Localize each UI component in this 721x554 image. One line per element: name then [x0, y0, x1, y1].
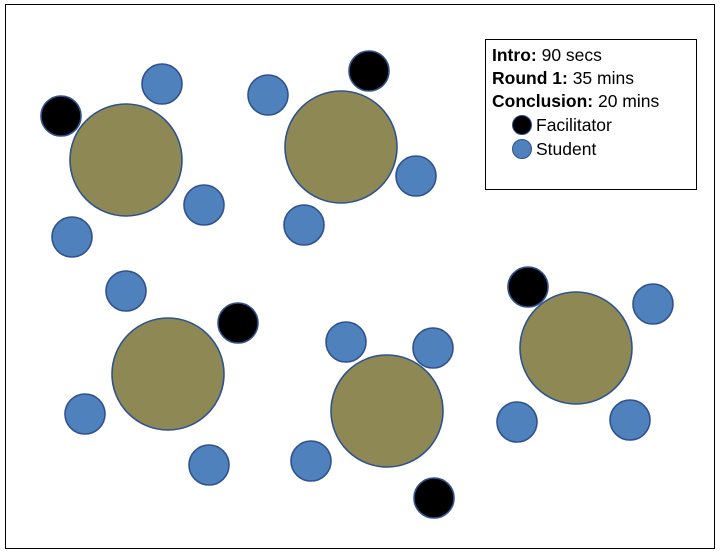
intro-value: 90 secs [541, 45, 602, 65]
student-seat [247, 74, 289, 116]
facilitator-seat [507, 266, 549, 308]
legend-student: Student [492, 137, 696, 161]
round1-label: Round 1: [492, 68, 568, 88]
table-5 [519, 291, 633, 405]
conclusion-label: Conclusion: [492, 91, 594, 111]
facilitator-seat [217, 302, 259, 344]
facilitator-seat [40, 95, 82, 137]
student-seat [412, 327, 454, 369]
conclusion-value: 20 mins [597, 91, 660, 111]
intro-label: Intro: [492, 45, 537, 65]
facilitator-seat [413, 477, 455, 519]
legend-conclusion: Conclusion: 20 mins [492, 90, 696, 113]
table-4 [330, 354, 444, 468]
table-3 [111, 317, 225, 431]
student-seat [51, 216, 93, 258]
student-seat [395, 155, 437, 197]
legend-intro: Intro: 90 secs [492, 44, 696, 67]
student-seat [283, 204, 325, 246]
student-seat [183, 184, 225, 226]
student-seat [141, 63, 183, 105]
legend-box: Intro: 90 secs Round 1: 35 mins Conclusi… [485, 39, 697, 190]
student-seat [290, 440, 332, 482]
student-label: Student [536, 138, 597, 159]
student-seat [188, 444, 230, 486]
table-2 [284, 90, 398, 204]
student-seat [325, 321, 367, 363]
student-seat [632, 283, 674, 325]
facilitator-label: Facilitator [536, 114, 612, 135]
legend-facilitator: Facilitator [492, 113, 696, 137]
student-seat [609, 399, 651, 441]
round1-value: 35 mins [572, 68, 634, 88]
facilitator-seat [348, 50, 390, 92]
student-seat [64, 393, 106, 435]
facilitator-swatch-icon [512, 115, 532, 135]
legend-round-1: Round 1: 35 mins [492, 67, 696, 90]
student-swatch-icon [512, 139, 532, 159]
table-1 [69, 103, 183, 217]
student-seat [105, 270, 147, 312]
student-seat [496, 401, 538, 443]
